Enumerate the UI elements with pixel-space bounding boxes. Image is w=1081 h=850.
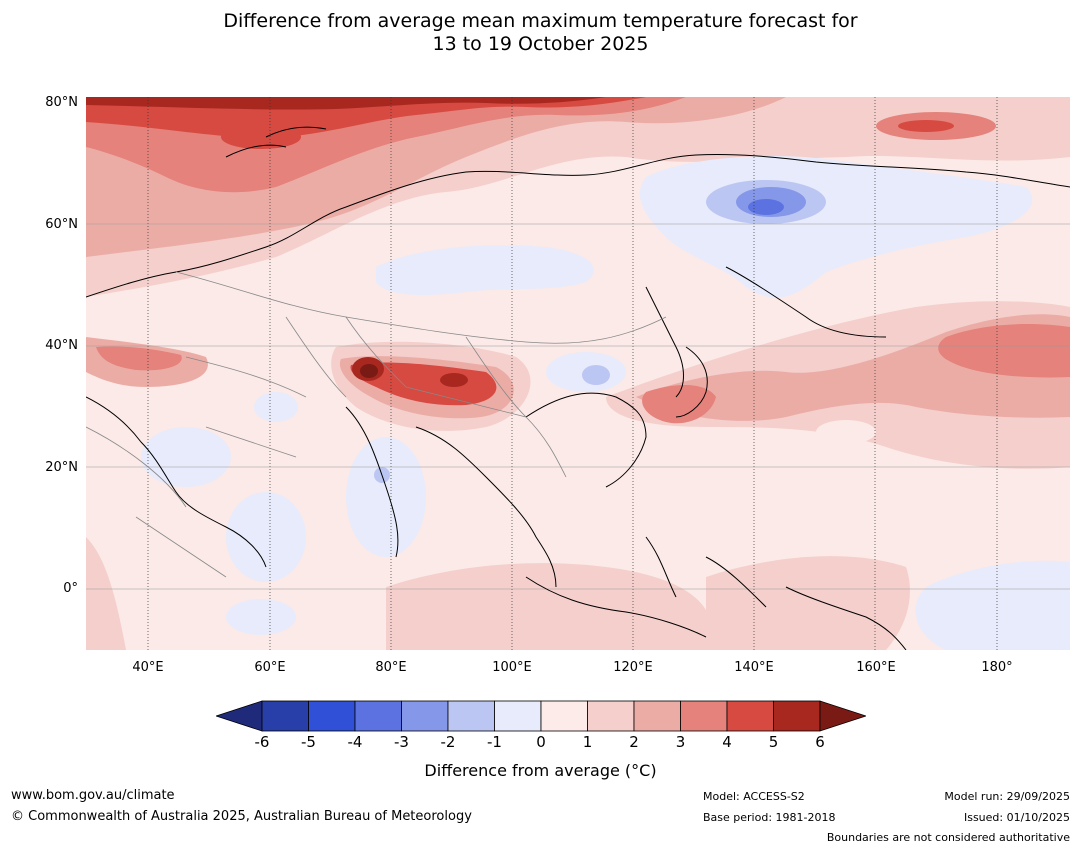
india-cool-region <box>346 437 426 557</box>
western-edge-warm-region <box>86 537 126 650</box>
coastlines <box>86 126 1070 650</box>
colorbar-swatch <box>494 700 542 732</box>
arctic-warm-region-5 <box>86 97 606 110</box>
colorbar-swatch <box>308 700 356 732</box>
lon-label-40e: 40°E <box>132 660 164 675</box>
tibet-warm-core <box>440 373 468 387</box>
colorbar-tick-label: 6 <box>815 733 825 751</box>
western-pacific-warm-region <box>706 556 910 650</box>
lon-label-120e: 120°E <box>613 660 653 675</box>
meridian-lines <box>147 97 998 650</box>
lat-label-20n: 20°N <box>45 460 78 475</box>
model-run: Model run: 29/09/2025 <box>944 790 1070 803</box>
colorbar-tick-label: 0 <box>536 733 546 751</box>
colorbar-label: Difference from average (°C) <box>424 761 657 780</box>
lon-label-100e: 100°E <box>492 660 532 675</box>
colorbar-tick-label: 1 <box>582 733 593 751</box>
colorbar-tick-label: 3 <box>675 733 686 751</box>
colorbar-tick-label: -2 <box>440 733 456 751</box>
colorbar-swatch <box>726 700 774 732</box>
country-boundaries <box>86 271 667 578</box>
north-pacific-warm-region-3 <box>938 324 1070 378</box>
lat-label-80n: 80°N <box>45 95 78 110</box>
copyright-text: © Commonwealth of Australia 2025, Austra… <box>11 809 472 824</box>
pacific-cool-region <box>915 560 1070 650</box>
colorbar-tick-label: -6 <box>254 733 270 751</box>
lon-label-180: 180° <box>981 660 1013 675</box>
china-cool-core <box>582 365 610 385</box>
boundary-disclaimer: Boundaries are not considered authoritat… <box>826 831 1070 844</box>
lon-label-140e: 140°E <box>734 660 774 675</box>
model-name: Model: ACCESS-S2 <box>703 790 805 803</box>
karakoram-warm-peak <box>360 364 378 378</box>
lat-label-60n: 60°N <box>45 217 78 232</box>
colorbar <box>216 700 866 732</box>
colorbar-swatch <box>261 700 309 732</box>
colorbar-tick-label: -1 <box>487 733 502 751</box>
colorbar-swatch <box>773 700 821 732</box>
parallel-lines <box>86 223 1070 590</box>
lon-label-160e: 160°E <box>856 660 896 675</box>
website-link[interactable]: www.bom.gov.au/climate <box>11 788 175 803</box>
colorbar-swatch <box>633 700 681 732</box>
lon-label-60e: 60°E <box>254 660 286 675</box>
colorbar-swatch <box>540 700 588 732</box>
colorbar-tick-label: 4 <box>722 733 732 751</box>
lon-label-80e: 80°E <box>375 660 407 675</box>
colorbar-swatch <box>447 700 495 732</box>
base-period: Base period: 1981-2018 <box>703 811 836 824</box>
colorbar-swatch <box>354 700 402 732</box>
africa-cool-region-2 <box>226 599 296 635</box>
lat-label-0: 0° <box>63 581 78 596</box>
pacific-pale-spot <box>816 420 876 444</box>
arctic-warm-spot-east-core <box>898 120 954 132</box>
africa-cool-region <box>226 492 306 582</box>
colorbar-extend-high <box>819 700 866 732</box>
mongolia-cool-region <box>376 245 594 295</box>
turkey-warm-region <box>96 346 182 371</box>
colorbar-tick-label: -4 <box>347 733 363 751</box>
colorbar-swatch <box>587 700 635 732</box>
colorbar-tick-label: 5 <box>768 733 779 751</box>
title-line-1: Difference from average mean maximum tem… <box>223 10 858 32</box>
japan-warm-region <box>642 385 716 424</box>
iran-cool-region <box>254 392 298 422</box>
indian-ocean-warm-region <box>386 563 712 650</box>
issued-date: Issued: 01/10/2025 <box>963 811 1070 824</box>
temperature-anomaly-map <box>86 97 1070 650</box>
colorbar-swatch <box>680 700 728 732</box>
colorbar-extend-low <box>216 700 263 732</box>
colorbar-swatch <box>401 700 449 732</box>
siberia-cool-core-3 <box>748 199 784 215</box>
colorbar-tick-label: -3 <box>394 733 409 751</box>
colorbar-tick-label: 2 <box>629 733 639 751</box>
map-title: Difference from average mean maximum tem… <box>0 10 1081 56</box>
colorbar-swatches <box>216 700 866 732</box>
lat-label-40n: 40°N <box>45 338 78 353</box>
title-line-2: 13 to 19 October 2025 <box>432 33 649 55</box>
tibet-warm-region-3 <box>350 362 497 406</box>
colorbar-tick-label: -5 <box>301 733 316 751</box>
map-canvas <box>86 97 1070 650</box>
arabia-cool-region <box>141 427 231 487</box>
